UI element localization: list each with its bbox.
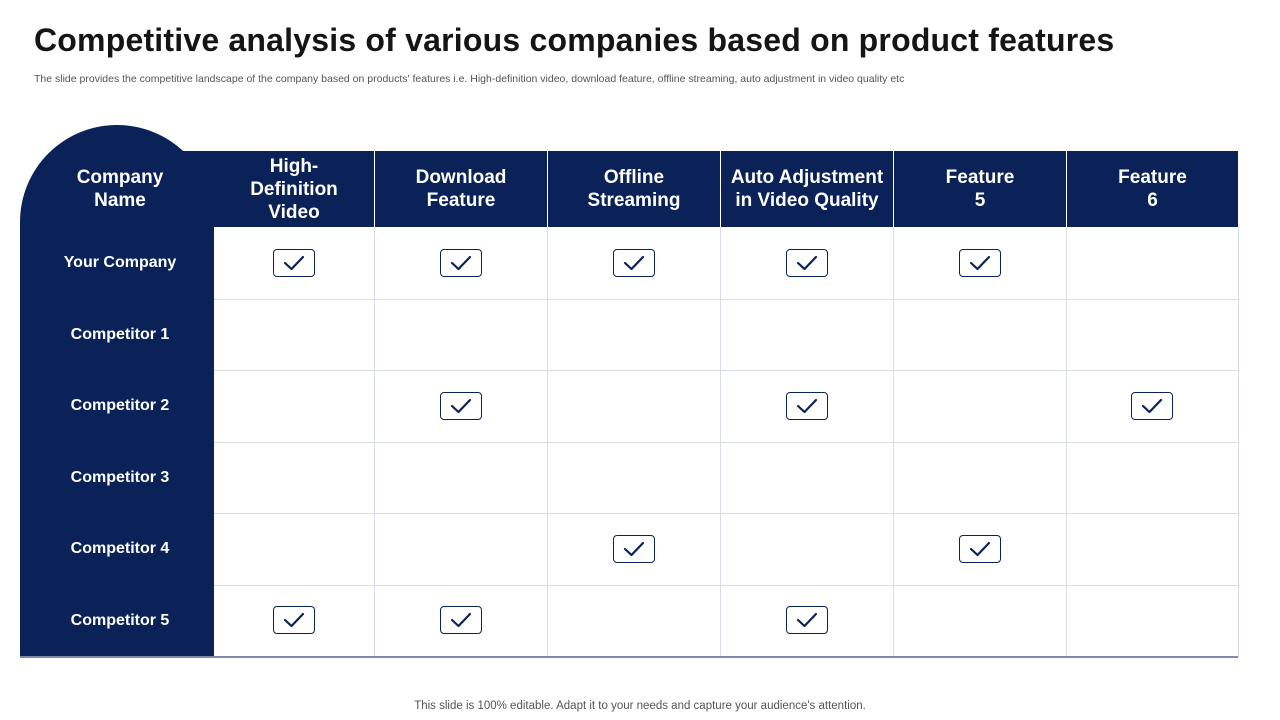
checkmark-box-icon bbox=[613, 535, 655, 563]
feature-header-line: Definition bbox=[250, 178, 338, 200]
row-label: Competitor 1 bbox=[70, 325, 170, 343]
row-label: Your Company bbox=[63, 253, 177, 271]
footer-note: This slide is 100% editable. Adapt it to… bbox=[414, 700, 866, 712]
checkmark-box-icon bbox=[1131, 392, 1173, 420]
row-divider bbox=[214, 370, 1238, 371]
row-label: Competitor 4 bbox=[70, 539, 170, 557]
feature-header-2: Download Feature bbox=[374, 151, 547, 227]
row-divider bbox=[214, 299, 1238, 300]
checkmark-box-icon bbox=[440, 249, 482, 277]
feature-header-line: Video bbox=[268, 201, 320, 223]
column-divider bbox=[1238, 227, 1239, 657]
feature-header-line: 6 bbox=[1147, 190, 1158, 211]
checkmark-box-icon bbox=[786, 392, 828, 420]
checkmark-box-icon bbox=[440, 392, 482, 420]
table-bottom-border bbox=[20, 656, 1238, 658]
feature-header-6: Feature 6 bbox=[1066, 151, 1238, 227]
feature-header-3: Offline Streaming bbox=[547, 151, 720, 227]
feature-header-line: Feature bbox=[426, 190, 496, 211]
checkmark-box-icon bbox=[959, 249, 1001, 277]
feature-header-4: Auto Adjustment in Video Quality bbox=[720, 151, 893, 227]
row-label: Competitor 5 bbox=[70, 611, 170, 629]
checkmark-box-icon bbox=[273, 249, 315, 277]
company-header-line: Name bbox=[94, 190, 146, 211]
checkmark-box-icon bbox=[786, 606, 828, 634]
feature-header-line: Streaming bbox=[587, 190, 681, 211]
checkmark-box-icon bbox=[786, 249, 828, 277]
company-name-header: Company Name bbox=[20, 151, 220, 227]
feature-header-line: in Video Quality bbox=[735, 190, 879, 211]
feature-header-1: High- Definition Video bbox=[214, 151, 374, 227]
checkmark-box-icon bbox=[613, 249, 655, 277]
page-subtitle: The slide provides the competitive lands… bbox=[34, 73, 905, 85]
checkmark-box-icon bbox=[959, 535, 1001, 563]
feature-header-line: Download bbox=[415, 167, 507, 188]
checkmark-box-icon bbox=[440, 606, 482, 634]
feature-header-line: Feature bbox=[1118, 167, 1187, 188]
feature-header-line: Offline bbox=[603, 167, 665, 188]
feature-header-line: 5 bbox=[974, 190, 986, 211]
checkmark-box-icon bbox=[273, 606, 315, 634]
feature-header-5: Feature 5 bbox=[893, 151, 1066, 227]
header-band bbox=[120, 151, 1238, 227]
company-header-line: Company bbox=[76, 167, 164, 188]
row-label: Competitor 3 bbox=[70, 468, 170, 486]
page-title: Competitive analysis of various companie… bbox=[34, 22, 1115, 58]
row-label: Competitor 2 bbox=[70, 396, 170, 414]
feature-header-line: Auto Adjustment bbox=[730, 167, 884, 188]
feature-header-line: Feature bbox=[945, 167, 1015, 188]
feature-header-line: High- bbox=[269, 155, 319, 177]
row-divider bbox=[214, 513, 1238, 514]
row-divider bbox=[214, 585, 1238, 586]
row-divider bbox=[214, 442, 1238, 443]
